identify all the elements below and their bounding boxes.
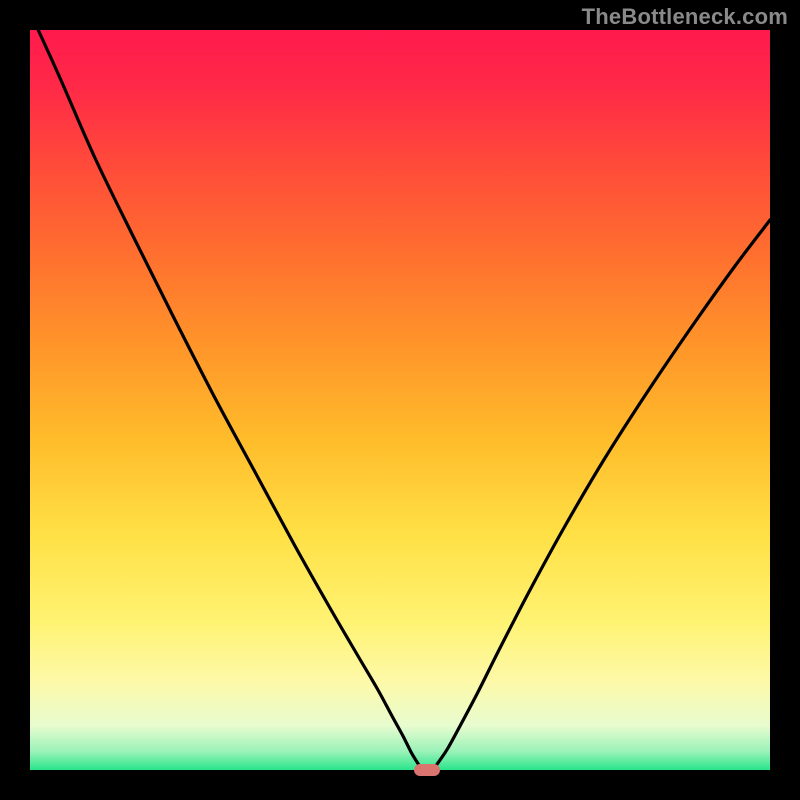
gradient-background (30, 30, 770, 770)
bottleneck-chart (0, 0, 800, 800)
chart-container: { "watermark": { "text": "TheBottleneck.… (0, 0, 800, 800)
optimum-marker (414, 764, 440, 776)
watermark-text: TheBottleneck.com (582, 4, 788, 30)
